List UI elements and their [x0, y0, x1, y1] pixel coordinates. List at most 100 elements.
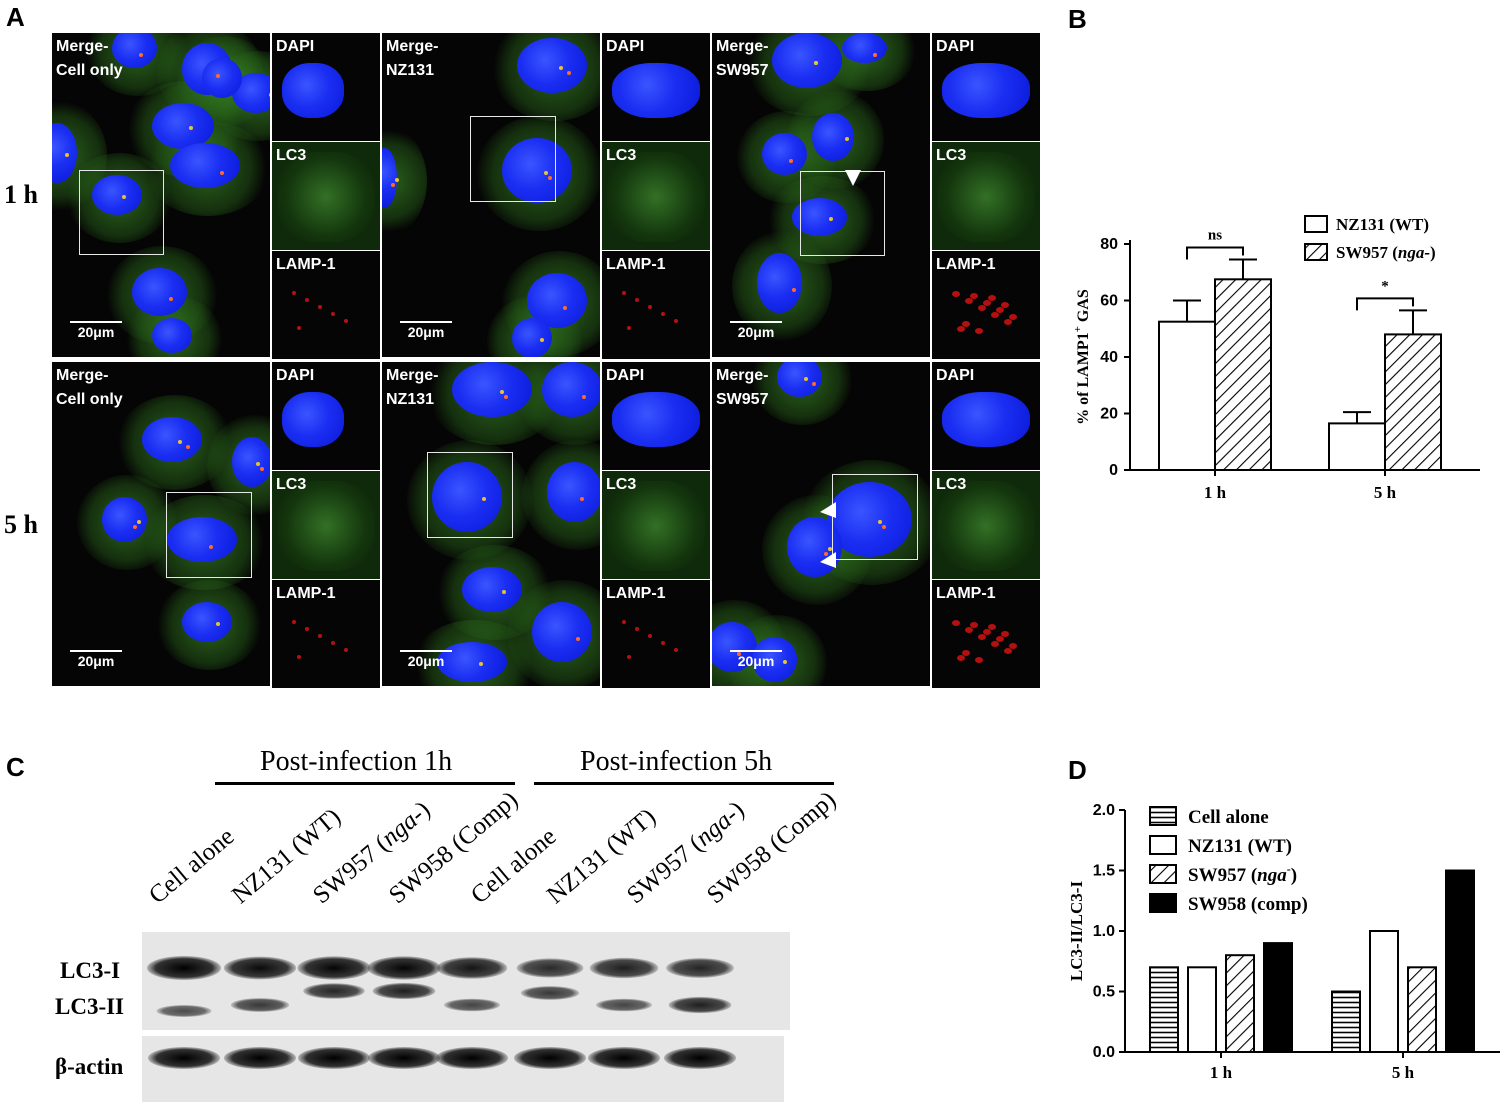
band-lc3-ii-6 [595, 998, 653, 1012]
lamp-punctum [991, 641, 999, 647]
punctum [216, 622, 220, 626]
punctum [873, 53, 877, 57]
side-nuc-r1g2: DAPI [932, 362, 1040, 470]
side-nuc-r0g2: DAPI [932, 33, 1040, 141]
punctum [500, 389, 504, 394]
nucleus [777, 362, 822, 397]
bar-0-1 [1214, 278, 1272, 471]
nucleus [532, 602, 592, 662]
merge-image-r0g2: Merge- SW957 20μm [712, 33, 930, 357]
actin-membrane [142, 1036, 784, 1102]
lc3-signal [277, 152, 375, 242]
punctum [789, 159, 793, 163]
side-nuc-r0g0: DAPI [272, 33, 380, 141]
nucleus [202, 58, 242, 98]
punctum [576, 637, 580, 641]
scale-bar: 20μm [396, 321, 456, 340]
band-actin-3 [368, 1047, 440, 1069]
lamp-punctum [627, 655, 631, 659]
band-lc3-i-1 [223, 956, 297, 980]
lamp-punctum [674, 319, 678, 323]
punctum [391, 183, 395, 187]
side-label: LC3 [276, 147, 307, 164]
header-post-infection-1h: Post-infection 1h [260, 746, 453, 777]
lamp-punctum [983, 629, 991, 635]
legend-swatch-2 [1149, 864, 1177, 884]
band-lc3-ii-4 [443, 998, 501, 1012]
lamp-punctum [635, 627, 639, 631]
side-label: DAPI [936, 367, 975, 384]
punctum [169, 297, 173, 301]
lc3-signal [277, 481, 375, 571]
band-actin-0 [148, 1047, 220, 1069]
side-lamp-r0g2: LAMP-1 [932, 251, 1040, 359]
side-label: DAPI [276, 367, 315, 384]
roi-box [79, 170, 164, 255]
lamp-punctum [627, 326, 631, 330]
arrowhead-icon [845, 170, 861, 186]
merge-image-r0g1: Merge- NZ131 20μm [382, 33, 600, 357]
significance-label: * [1381, 278, 1389, 294]
blot-image [142, 932, 790, 1102]
band-actin-2 [298, 1047, 370, 1069]
side-label: LC3 [606, 476, 637, 493]
lamp-punctum [988, 295, 996, 301]
nucleus [152, 318, 192, 353]
nucleus [142, 417, 202, 462]
nucleus [152, 103, 214, 149]
side-lc3-r0g2: LC3 [932, 142, 1040, 250]
panel-label-b: B [1068, 4, 1087, 34]
scale-bar: 20μm [726, 650, 786, 669]
punctum [502, 589, 506, 594]
bar-1-1 [1384, 333, 1442, 471]
y-tick-label: 20 [1100, 406, 1118, 423]
lamp-punctum [978, 305, 986, 311]
row-label-lc3-ii: LC3-II [55, 994, 125, 1019]
arrowhead-icon [820, 502, 836, 518]
side-label: LC3 [606, 147, 637, 164]
lamp-punctum [305, 298, 309, 302]
punctum [256, 462, 260, 466]
lamp-punctum [1009, 643, 1017, 649]
lamp-punctum [970, 293, 978, 299]
dapi-nucleus [612, 63, 700, 118]
nucleus [167, 517, 237, 562]
side-label: LAMP-1 [276, 585, 336, 602]
lamp-punctum [1009, 314, 1017, 320]
band-actin-6 [588, 1047, 660, 1069]
nucleus [170, 143, 240, 188]
lamp-punctum [305, 627, 309, 631]
roi-box [166, 492, 252, 578]
lc3-signal [607, 152, 705, 242]
lane-label-text: Cell alone [144, 822, 240, 910]
side-label: LC3 [936, 147, 967, 164]
lamp-punctum [975, 657, 983, 663]
panel-label-c: C [6, 752, 25, 782]
legend-swatch-1 [1304, 243, 1328, 261]
side-lamp-r1g1: LAMP-1 [602, 580, 710, 688]
lc3-signal [937, 481, 1035, 571]
bar-0-2 [1225, 954, 1255, 1053]
panel-label-a: A [6, 2, 25, 32]
chart-d: 0.0 0.5 1.0 1.5 2.0 LC3-II/LC3-I 1 h 5 h Cell al… [1067, 802, 1500, 1082]
lamp-punctum [344, 648, 348, 652]
y-tick-label: 1.0 [1093, 923, 1115, 940]
punctum [878, 519, 882, 524]
punctum [845, 137, 850, 141]
side-lc3-r1g2: LC3 [932, 471, 1040, 579]
lamp-punctum [996, 636, 1004, 642]
band-actin-1 [224, 1047, 296, 1069]
lamp-punctum [297, 326, 301, 330]
y-tick-label: 60 [1100, 293, 1118, 310]
row-label-lc3-i: LC3-I [60, 958, 121, 983]
band-lc3-ii-7 [668, 996, 732, 1014]
scale-bar-line [730, 321, 782, 323]
punctum [139, 53, 143, 57]
lamp-punctum [1004, 319, 1012, 325]
band-lc3-ii-5 [520, 986, 580, 1000]
scale-bar-label: 20μm [77, 324, 115, 340]
scale-bar: 20μm [396, 650, 456, 669]
nucleus [232, 437, 270, 487]
merge-image-r1g2: Merge- SW957 20μm [712, 362, 930, 686]
y-tick-label: 1.5 [1093, 863, 1115, 880]
